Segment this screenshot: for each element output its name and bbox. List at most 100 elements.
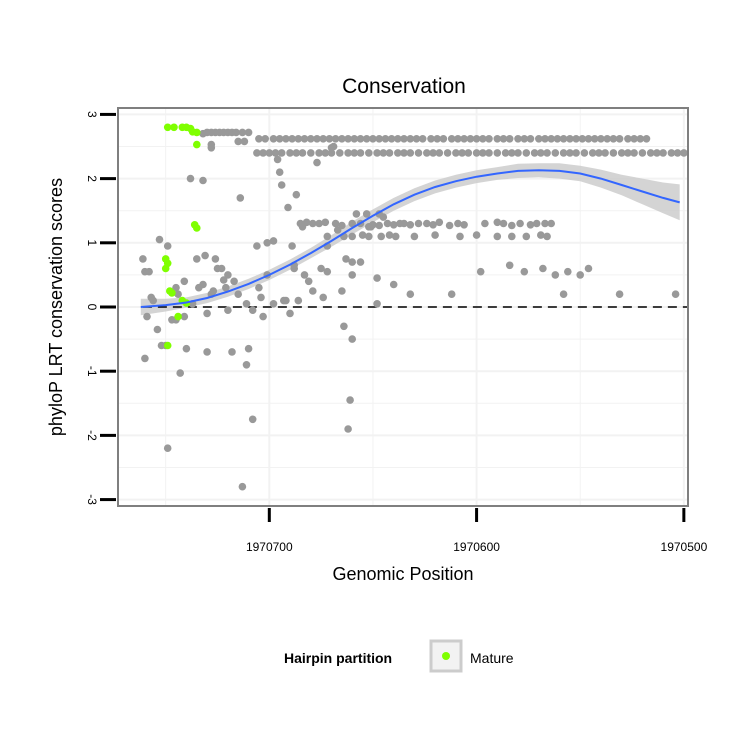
point-other-44 (242, 361, 251, 369)
point-other-252 (493, 218, 502, 227)
point-other-197 (472, 149, 481, 157)
point-other-53 (263, 239, 272, 247)
point-other-27 (201, 251, 209, 260)
point-other-71 (319, 293, 328, 302)
point-other-225 (673, 149, 682, 157)
point-other-87 (373, 300, 381, 308)
point-other-78 (340, 322, 348, 331)
smooth-line (140, 169, 680, 308)
point-other-190 (423, 149, 431, 157)
point-other-195 (458, 149, 466, 157)
point-mature-12 (168, 289, 176, 297)
point-other-149 (541, 135, 549, 143)
point-other-56 (273, 155, 282, 164)
point-other-14 (172, 283, 180, 292)
point-other-150 (547, 135, 555, 143)
point-other-2 (145, 267, 153, 276)
point-other-139 (472, 135, 481, 143)
point-other-212 (580, 149, 589, 157)
point-other-166 (253, 149, 261, 157)
point-other-133 (433, 135, 442, 143)
point-other-270 (456, 232, 464, 241)
point-other-287 (539, 264, 547, 273)
point-other-158 (597, 135, 605, 143)
point-other-42 (236, 194, 245, 202)
point-other-198 (479, 149, 487, 157)
point-other-121 (356, 135, 365, 143)
point-other-108 (275, 135, 284, 143)
point-other-269 (431, 231, 439, 239)
point-other-268 (410, 232, 419, 241)
point-other-50 (255, 283, 263, 292)
point-other-258 (541, 219, 549, 228)
legend-title: Hairpin partition (284, 650, 392, 666)
point-other-259 (547, 219, 555, 228)
point-other-216 (609, 149, 618, 157)
point-other-126 (387, 135, 396, 143)
point-other-120 (350, 135, 359, 143)
point-other-35 (219, 276, 228, 284)
point-other-48 (248, 306, 257, 315)
point-other-223 (659, 149, 667, 157)
point-other-273 (508, 232, 516, 241)
point-other-6 (141, 354, 149, 363)
point-other-210 (566, 149, 574, 157)
point-other-129 (406, 135, 415, 143)
point-other-26 (199, 280, 207, 289)
point-mature-18 (193, 224, 201, 232)
y-tick-label-3: 0 (85, 304, 99, 311)
point-other-254 (508, 221, 516, 230)
point-other-251 (481, 219, 489, 228)
point-other-179 (344, 149, 352, 157)
point-mature-0 (163, 123, 172, 132)
point-other-296 (269, 300, 278, 308)
point-other-266 (385, 231, 394, 239)
point-other-51 (257, 293, 265, 302)
point-other-164 (636, 135, 645, 143)
point-other-205 (530, 149, 539, 157)
point-other-162 (624, 135, 632, 143)
point-other-246 (429, 221, 437, 229)
point-other-81 (348, 335, 357, 343)
point-other-52 (259, 312, 267, 321)
point-other-17 (176, 369, 184, 377)
point-other-279 (348, 271, 357, 279)
point-other-234 (348, 219, 357, 228)
point-other-292 (584, 264, 593, 273)
point-other-282 (406, 290, 415, 299)
point-other-285 (505, 261, 514, 270)
point-other-4 (149, 296, 157, 305)
point-mature-7 (193, 140, 201, 149)
legend: Hairpin partition Mature (284, 639, 514, 673)
point-other-7 (153, 325, 162, 334)
point-other-231 (321, 218, 330, 227)
point-other-85 (362, 210, 371, 218)
point-other-173 (298, 149, 307, 157)
point-other-29 (203, 348, 211, 356)
point-other-176 (321, 149, 330, 157)
point-other-244 (414, 219, 423, 228)
point-other-156 (584, 135, 593, 143)
point-other-80 (346, 396, 354, 404)
point-other-218 (624, 149, 632, 157)
point-other-188 (406, 149, 415, 157)
point-other-143 (499, 135, 508, 143)
legend-key-mature-point (442, 652, 450, 660)
point-other-101 (238, 128, 247, 137)
point-other-38 (224, 306, 232, 315)
point-other-202 (508, 149, 516, 157)
point-other-60 (284, 203, 292, 212)
point-other-221 (646, 149, 655, 157)
y-tick-label-6: 3 (85, 111, 99, 118)
x-tick-label-0: 1970700 (246, 540, 293, 554)
point-other-160 (609, 135, 618, 143)
point-other-119 (344, 135, 352, 143)
point-other-240 (389, 221, 398, 229)
point-other-275 (537, 231, 545, 239)
point-other-237 (369, 221, 377, 229)
point-other-103 (234, 137, 242, 146)
point-other-163 (630, 135, 638, 143)
point-other-263 (358, 231, 367, 239)
point-other-36 (222, 283, 230, 292)
point-other-220 (638, 149, 647, 157)
